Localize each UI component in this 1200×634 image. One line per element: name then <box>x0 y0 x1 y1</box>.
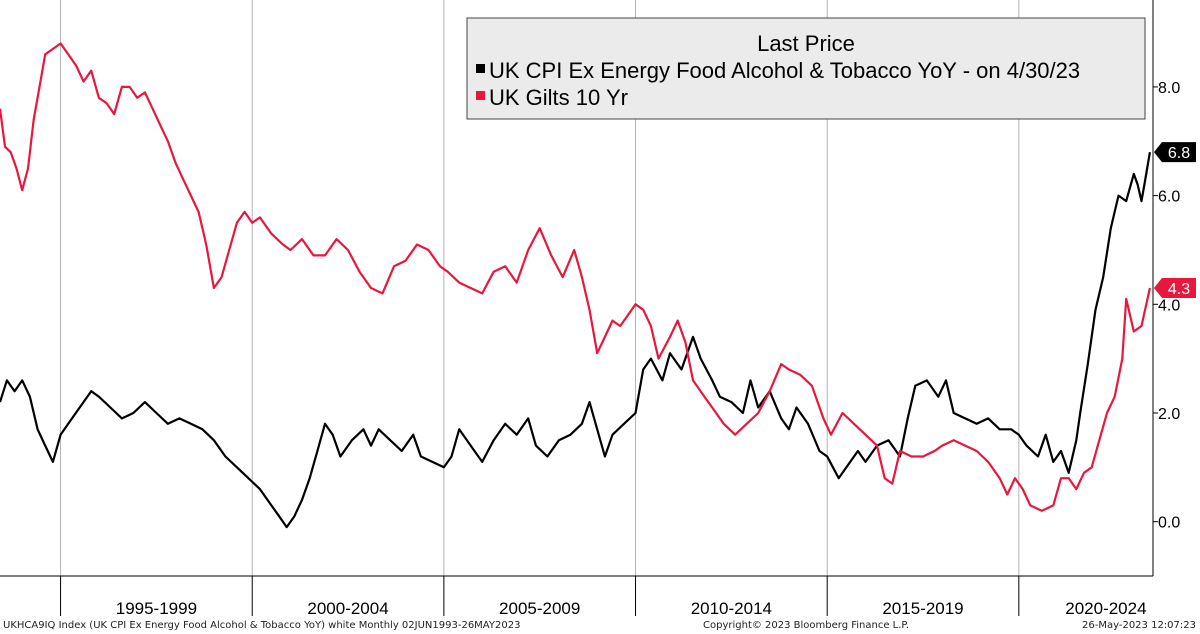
legend-box <box>466 17 1146 120</box>
series-lines <box>0 42 1151 529</box>
x-tick-label: 2005-2009 <box>499 599 580 618</box>
last-value-tag-gilts: 4.3 <box>1154 278 1196 298</box>
series-line-cpi <box>0 152 1151 529</box>
last-value-tags: 6.8 4.3 <box>1154 142 1196 298</box>
x-tick-label: 2010-2014 <box>691 599 772 618</box>
footer-timestamp: 26-May-2023 12:07:23 <box>1082 620 1196 631</box>
x-tick-label: 2020-2024 <box>1065 599 1146 618</box>
last-value-tag-cpi: 6.8 <box>1154 142 1196 163</box>
last-value-tag-shape <box>1154 278 1196 298</box>
last-value-label: 6.8 <box>1168 145 1190 162</box>
legend-entry-cpi: UK CPI Ex Energy Food Alcohol & Tobacco … <box>489 58 1080 83</box>
legend-swatch-cpi <box>476 64 485 73</box>
y-axis-ticks: 0.0 2.0 4.0 6.0 8.0 <box>1153 80 1180 532</box>
footer-source: UKHCA9IQ Index (UK CPI Ex Energy Food Al… <box>3 620 521 631</box>
y-tick-label: 4.0 <box>1158 297 1180 314</box>
legend-swatch-gilts <box>476 91 485 100</box>
y-tick-label: 6.0 <box>1158 189 1180 206</box>
x-axis-period-labels: 1995-1999 2000-2004 2005-2009 2010-2014 2015… <box>116 599 1147 618</box>
axes <box>0 0 1154 616</box>
x-tick-label: 2000-2004 <box>307 599 388 618</box>
legend-entry-gilts: UK Gilts 10 Yr <box>489 85 628 110</box>
x-tick-label: 1995-1999 <box>116 599 197 618</box>
last-value-label: 4.3 <box>1168 281 1190 298</box>
y-tick-label: 8.0 <box>1158 80 1180 97</box>
y-tick-label: 2.0 <box>1158 406 1180 423</box>
x-tick-label: 2015-2019 <box>882 599 963 618</box>
series-line-gilts <box>0 42 1151 512</box>
footer-copyright: Copyright© 2023 Bloomberg Finance L.P. <box>703 620 910 631</box>
y-tick-label: 0.0 <box>1158 515 1180 532</box>
last-value-tag-shape <box>1154 142 1196 163</box>
legend-title: Last Price <box>757 31 855 56</box>
